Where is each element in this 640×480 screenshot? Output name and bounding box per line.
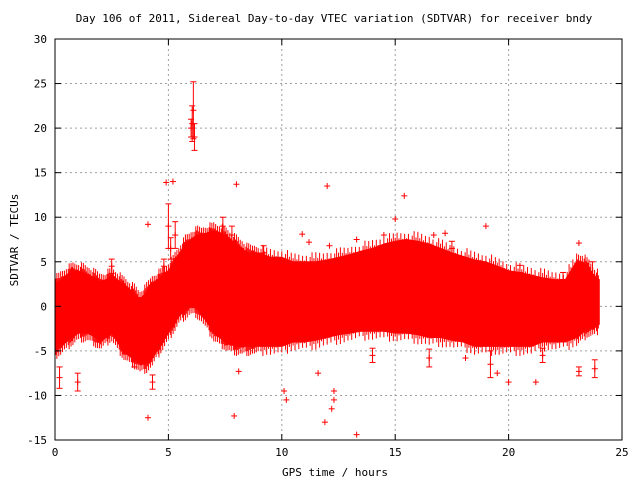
- data-point: [462, 355, 469, 362]
- data-point: [380, 232, 387, 239]
- data-point: [144, 221, 151, 228]
- y-tick-label: 15: [34, 167, 47, 180]
- data-point: [260, 245, 267, 261]
- data-point: [190, 81, 197, 140]
- data-point: [172, 221, 179, 249]
- x-tick-label: 15: [389, 446, 402, 459]
- y-tick-label: -10: [27, 389, 47, 402]
- data-point: [326, 242, 333, 249]
- y-tick-label: 25: [34, 78, 47, 91]
- y-tick-label: -5: [34, 345, 47, 358]
- data-point: [516, 264, 523, 281]
- x-tick-label: 5: [165, 446, 172, 459]
- data-point: [231, 412, 238, 419]
- data-point: [283, 396, 290, 403]
- x-tick-label: 25: [615, 446, 628, 459]
- plot-border: [54, 38, 623, 441]
- chart-title: Day 106 of 2011, Sidereal Day-to-day VTE…: [76, 12, 593, 25]
- data-point: [167, 237, 174, 260]
- data-point: [131, 352, 138, 368]
- data-point: [575, 240, 582, 247]
- y-tick-label: 0: [40, 300, 47, 313]
- data-point: [108, 258, 115, 274]
- data-point: [74, 372, 81, 392]
- data-point: [487, 350, 494, 379]
- axis-ticks: 0 5 10 15 20 25 -15 -10 -5 0 5 10 15 20 25 30: [27, 33, 629, 459]
- data-point: [169, 178, 176, 185]
- data-point: [330, 396, 337, 403]
- y-axis-label: SDTVAR / TECUs: [8, 194, 21, 287]
- data-point: [448, 240, 455, 257]
- data-point: [494, 370, 501, 377]
- data-point: [328, 405, 335, 412]
- data-point: [56, 366, 63, 389]
- data-point: [299, 231, 306, 238]
- data-point: [369, 347, 376, 363]
- data-point: [591, 359, 598, 379]
- data-point: [539, 347, 546, 363]
- data-point: [188, 118, 195, 138]
- data-point: [575, 366, 582, 377]
- y-tick-label: 30: [34, 33, 47, 46]
- y-tick-label: 20: [34, 122, 47, 135]
- data-point: [306, 239, 313, 246]
- data-point: [353, 236, 360, 243]
- y-tick-label: 5: [40, 256, 47, 269]
- data-point: [392, 216, 399, 223]
- data-point: [353, 431, 360, 438]
- x-tick-label: 0: [52, 446, 59, 459]
- data-point: [330, 387, 337, 394]
- data-points: [56, 81, 598, 438]
- data-point: [144, 414, 151, 421]
- data-point: [235, 368, 242, 375]
- data-band: [54, 222, 600, 374]
- grid-lines: [55, 39, 622, 440]
- data-point: [532, 379, 539, 386]
- data-point: [401, 192, 408, 199]
- x-axis-label: GPS time / hours: [282, 466, 388, 479]
- data-point: [191, 123, 198, 151]
- data-point: [163, 179, 170, 186]
- data-point: [228, 225, 235, 245]
- data-point: [315, 370, 322, 377]
- data-point: [233, 181, 240, 188]
- y-tick-label: 10: [34, 211, 47, 224]
- data-point: [426, 348, 433, 368]
- data-point: [505, 379, 512, 386]
- plot-frame: [54, 38, 623, 441]
- x-tick-label: 10: [275, 446, 288, 459]
- data-point: [160, 258, 167, 274]
- y-tick-label: -15: [27, 434, 47, 447]
- data-point: [482, 223, 489, 230]
- data-point: [149, 374, 156, 390]
- data-point: [442, 230, 449, 237]
- data-point: [324, 183, 331, 190]
- data-point: [281, 387, 288, 394]
- data-point: [560, 271, 567, 288]
- data-point: [430, 232, 437, 239]
- data-point: [589, 261, 596, 290]
- x-tick-label: 20: [502, 446, 515, 459]
- data-point: [321, 419, 328, 426]
- data-point: [219, 216, 226, 236]
